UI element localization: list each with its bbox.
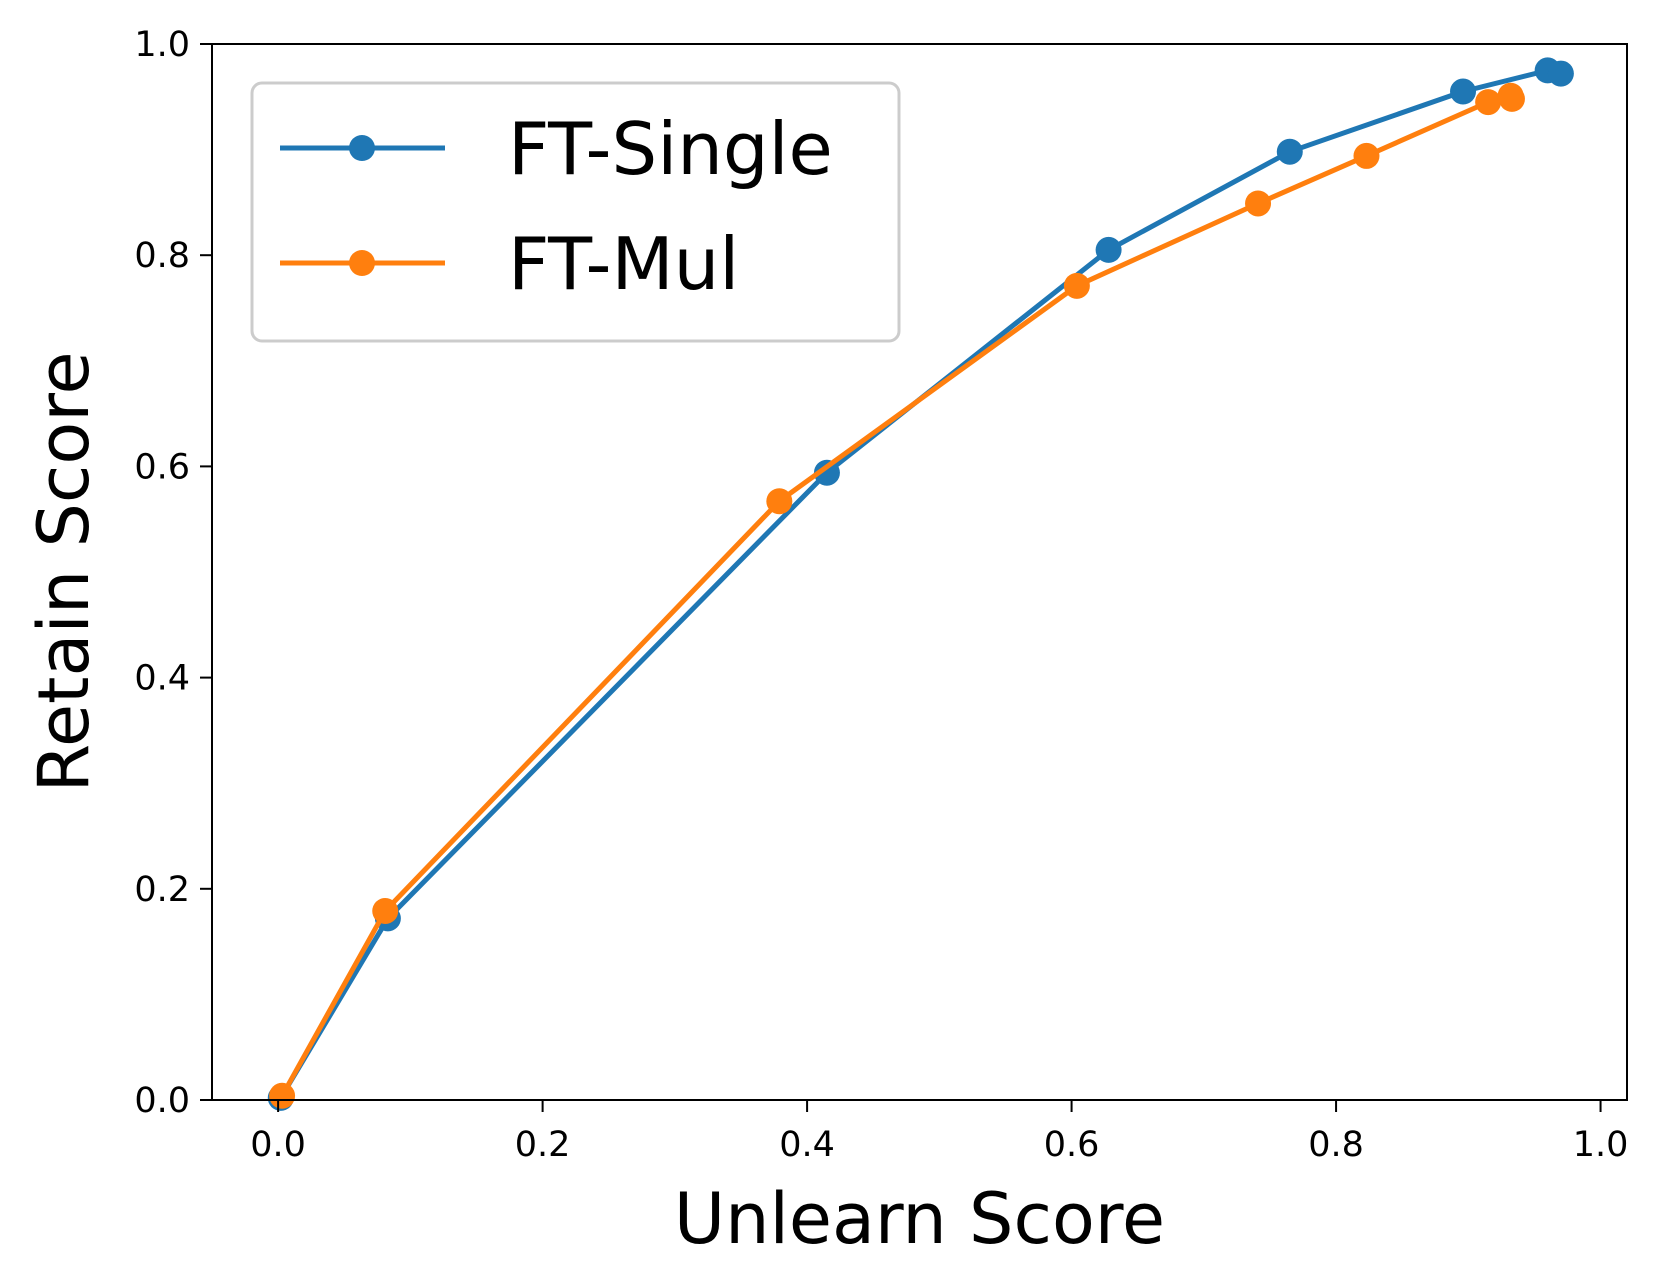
x-axis-ticks: 0.0 0.2 0.4 0.6 0.8 1.0 [250, 1100, 1628, 1165]
x-tick-label: 0.4 [779, 1125, 835, 1165]
data-point [1063, 272, 1090, 299]
plot-frame [211, 43, 1628, 1101]
data-point [1353, 142, 1380, 169]
legend-marker [349, 250, 375, 276]
legend-label: FT-Single [508, 107, 833, 191]
data-point [1547, 60, 1574, 87]
data-point [1095, 236, 1122, 263]
x-tick-label: 0.0 [250, 1125, 306, 1165]
data-point [1245, 190, 1272, 217]
x-tick-label: 0.8 [1308, 1125, 1364, 1165]
y-tick-label: 0.0 [134, 1081, 190, 1121]
y-tick-label: 0.4 [134, 659, 190, 699]
y-axis-ticks: 0.0 0.2 0.4 0.6 0.8 1.0 [134, 25, 212, 1121]
x-tick-label: 0.6 [1044, 1125, 1100, 1165]
x-axis-label: Unlearn Score [674, 1178, 1165, 1260]
series-ft-mul [269, 82, 1525, 1109]
y-tick-label: 0.8 [134, 236, 190, 276]
data-point [372, 897, 399, 924]
legend-marker [349, 135, 375, 161]
x-tick-label: 0.2 [515, 1125, 571, 1165]
data-point [269, 1082, 296, 1109]
x-tick-label: 1.0 [1573, 1125, 1629, 1165]
data-point [766, 488, 793, 515]
legend-item: FT-Single [280, 107, 833, 191]
series-line [278, 67, 1562, 1100]
data-point [1450, 78, 1477, 105]
data-point [1497, 82, 1524, 109]
legend-item: FT-Mul [280, 222, 739, 306]
data-point [1475, 89, 1502, 116]
series-layer [267, 57, 1574, 1111]
y-tick-label: 0.6 [134, 447, 190, 487]
legend: FT-Single FT-Mul [250, 81, 901, 343]
data-point [1276, 138, 1303, 165]
y-tick-label: 0.2 [134, 870, 190, 910]
legend-label: FT-Mul [508, 222, 739, 306]
y-tick-label: 1.0 [134, 25, 190, 65]
data-point [813, 459, 840, 486]
y-axis-label: Retain Score [23, 351, 105, 792]
